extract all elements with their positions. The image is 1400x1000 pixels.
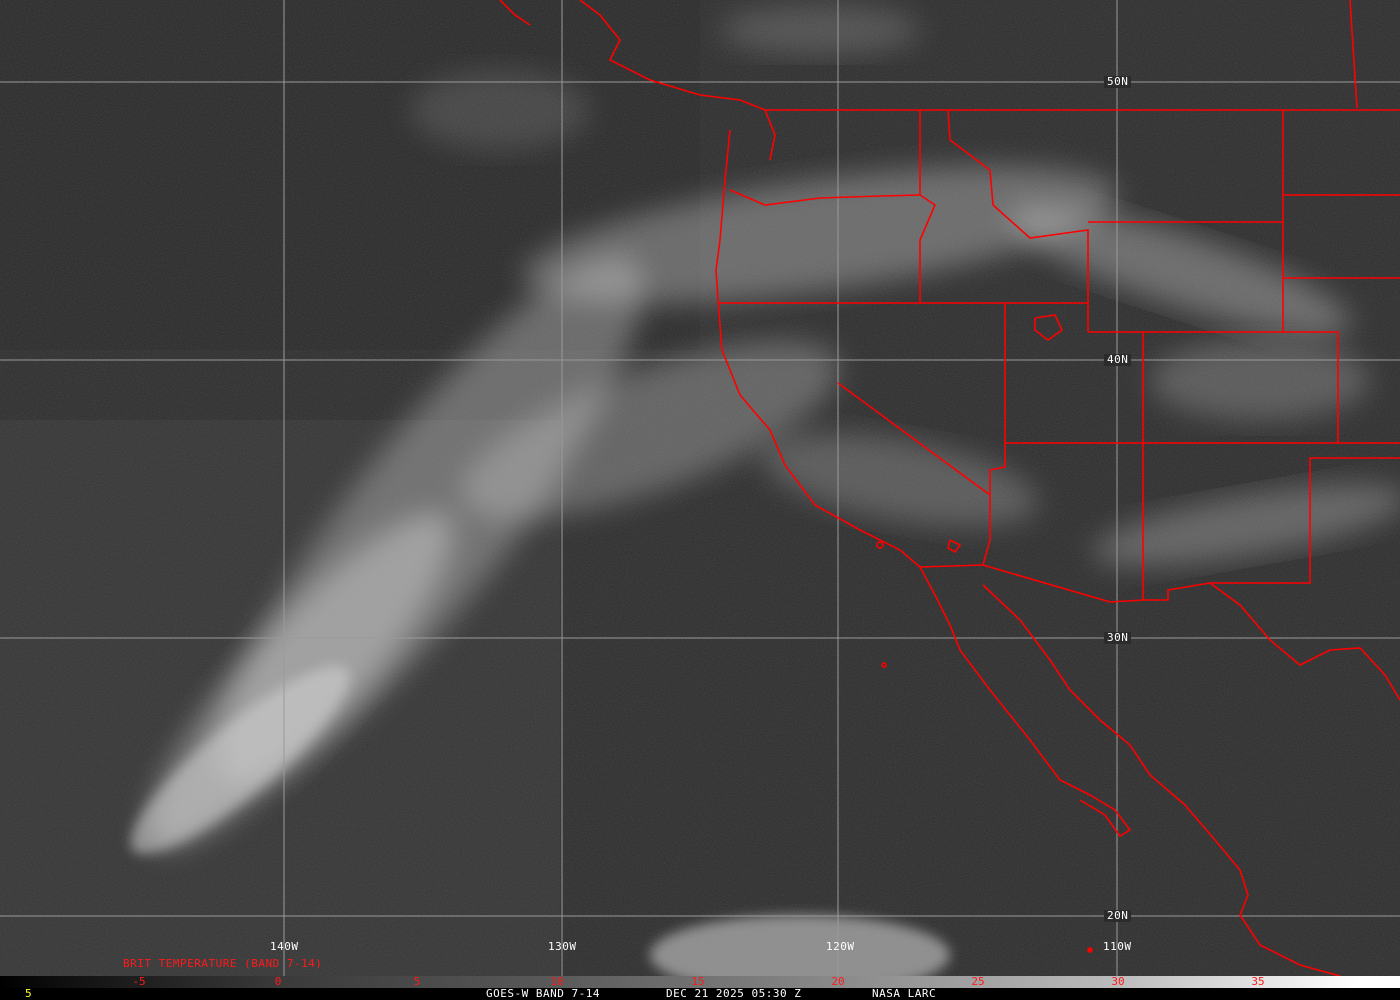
lat-label-40n: 40N (1104, 354, 1132, 366)
ut-co-north-border (1088, 331, 1339, 443)
bc-coastline-2 (579, 0, 776, 161)
colorbar-tick: 30 (1111, 975, 1125, 988)
temperature-colorbar (0, 976, 1400, 988)
lat-lon-grid (0, 0, 1400, 976)
source-label: NASA LARC (872, 987, 937, 1000)
colorbar-tick: -5 (132, 975, 146, 988)
cloud-layer (130, 5, 1400, 976)
lat-label-20n: 20N (1104, 910, 1132, 922)
lon-label-130w: 130W (548, 940, 577, 953)
bc-coastline (499, 0, 531, 26)
colorbar-tick: 15 (691, 975, 705, 988)
great-salt-lake (1034, 314, 1064, 341)
satellite-map (0, 0, 1400, 976)
colorbar-tick: 0 (274, 975, 282, 988)
satellite-band-label: GOES-W BAND 7-14 (486, 987, 600, 1000)
guadalupe-island (881, 662, 887, 668)
colorbar-tick: 10 (550, 975, 564, 988)
id-mt-border (947, 109, 1089, 332)
pacific-coastline (715, 129, 921, 568)
lon-label-110w: 110W (1103, 940, 1132, 953)
colorbar-left-value: 5 (25, 987, 32, 1000)
channel-island (876, 541, 884, 549)
footer-bar (0, 988, 1400, 1000)
salton-sea (947, 539, 962, 554)
lat-label-50n: 50N (1104, 76, 1132, 88)
colorbar-tick: 20 (831, 975, 845, 988)
baja-pacific-coast (919, 566, 1132, 838)
id-west-border (919, 110, 936, 303)
political-boundaries (499, 0, 1400, 976)
canada-province-border (1349, 0, 1358, 109)
lat-label-30n: 30N (1104, 632, 1132, 644)
mexico-mainland-border (1209, 582, 1400, 701)
gulf-east-coast (982, 584, 1341, 976)
colorbar-title: BRIT TEMPERATURE (BAND 7-14) (123, 957, 323, 970)
socorro-island (1087, 947, 1093, 953)
lon-label-120w: 120W (826, 940, 855, 953)
colorbar-tick: 35 (1251, 975, 1265, 988)
nv-ut-border (982, 303, 1006, 566)
ca-nv-diagonal (837, 382, 991, 496)
timestamp-label: DEC 21 2025 05:30 Z (666, 987, 802, 1000)
us-mexico-border (919, 564, 1144, 603)
colorbar-tick: 25 (971, 975, 985, 988)
lon-label-140w: 140W (270, 940, 299, 953)
wa-or-border (729, 189, 921, 206)
colorbar-tick: 5 (413, 975, 421, 988)
